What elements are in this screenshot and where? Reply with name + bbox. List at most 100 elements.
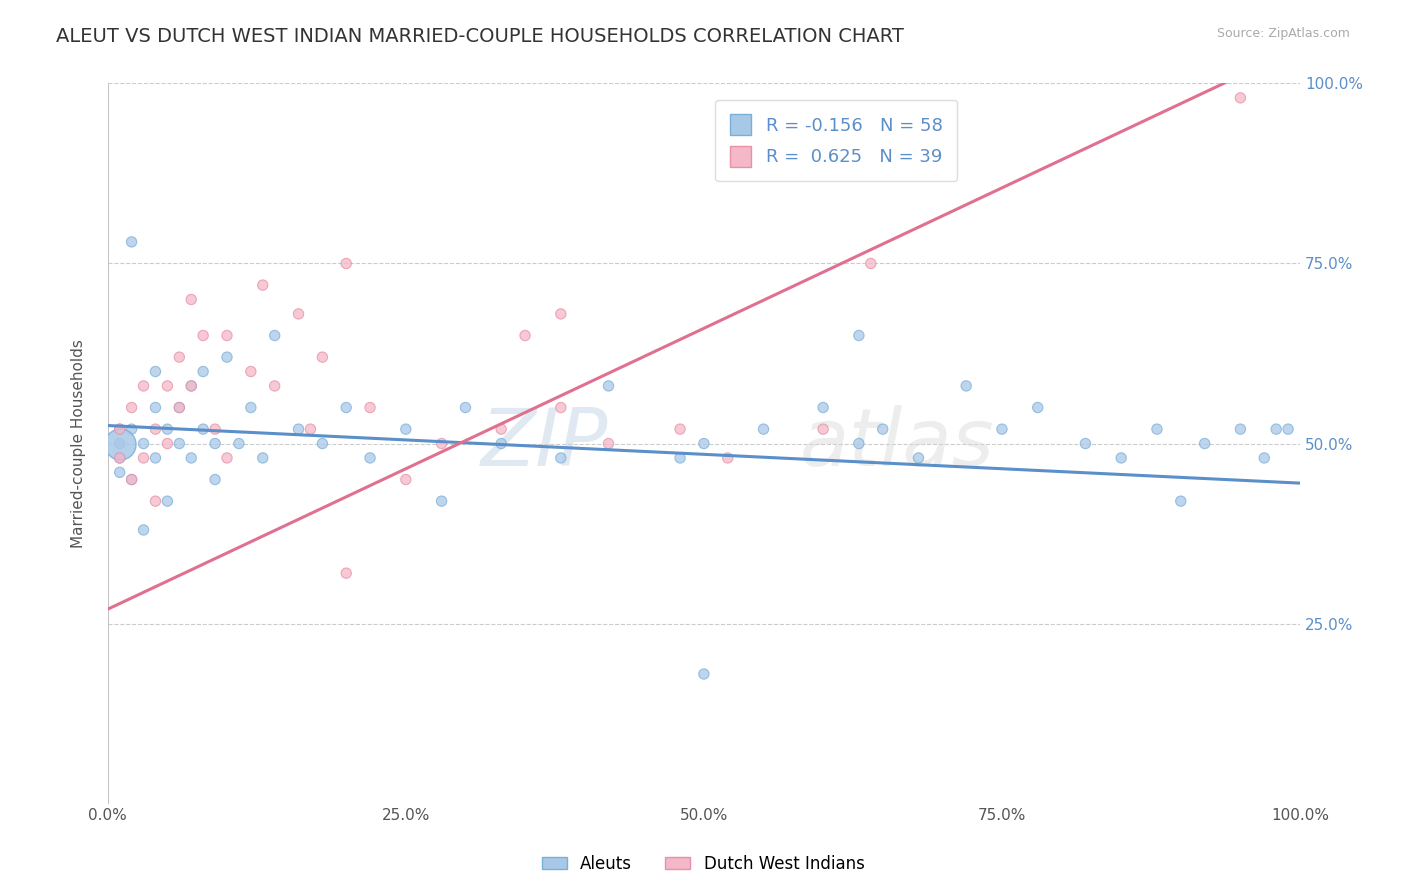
Point xyxy=(108,450,131,465)
Point xyxy=(669,450,692,465)
Point xyxy=(169,350,191,364)
Point xyxy=(669,422,692,436)
Point xyxy=(252,450,274,465)
Point xyxy=(1253,450,1275,465)
Point xyxy=(108,466,131,480)
Point xyxy=(598,436,620,450)
Point xyxy=(169,401,191,415)
Point xyxy=(395,473,418,487)
Point xyxy=(108,436,131,450)
Text: atlas: atlas xyxy=(799,405,994,483)
Point xyxy=(204,473,226,487)
Point xyxy=(108,450,131,465)
Point xyxy=(859,256,882,270)
Point xyxy=(848,436,870,450)
Point xyxy=(693,436,716,450)
Point xyxy=(156,379,179,393)
Point xyxy=(180,450,202,465)
Point xyxy=(991,422,1014,436)
Point xyxy=(550,401,572,415)
Point xyxy=(550,307,572,321)
Point xyxy=(550,450,572,465)
Point xyxy=(513,328,536,343)
Point xyxy=(1229,422,1251,436)
Point xyxy=(311,350,333,364)
Point xyxy=(132,379,155,393)
Point xyxy=(311,436,333,450)
Text: ZIP: ZIP xyxy=(481,405,609,483)
Point xyxy=(1170,494,1192,508)
Legend: Aleuts, Dutch West Indians: Aleuts, Dutch West Indians xyxy=(534,848,872,880)
Point xyxy=(132,450,155,465)
Point xyxy=(1109,450,1132,465)
Point xyxy=(108,422,131,436)
Point xyxy=(335,401,357,415)
Point xyxy=(191,364,214,378)
Point xyxy=(145,494,167,508)
Point xyxy=(239,401,262,415)
Point xyxy=(1194,436,1216,450)
Point xyxy=(215,350,238,364)
Point xyxy=(191,328,214,343)
Point xyxy=(359,450,381,465)
Point xyxy=(204,422,226,436)
Point xyxy=(145,401,167,415)
Point xyxy=(215,328,238,343)
Point xyxy=(430,494,453,508)
Point xyxy=(299,422,322,436)
Point xyxy=(180,379,202,393)
Point xyxy=(811,422,834,436)
Point xyxy=(359,401,381,415)
Point xyxy=(132,436,155,450)
Point xyxy=(145,422,167,436)
Text: ALEUT VS DUTCH WEST INDIAN MARRIED-COUPLE HOUSEHOLDS CORRELATION CHART: ALEUT VS DUTCH WEST INDIAN MARRIED-COUPL… xyxy=(56,27,904,45)
Point xyxy=(811,401,834,415)
Point xyxy=(693,667,716,681)
Point xyxy=(132,523,155,537)
Point xyxy=(215,450,238,465)
Point xyxy=(191,422,214,436)
Point xyxy=(287,422,309,436)
Point xyxy=(252,278,274,293)
Point xyxy=(145,364,167,378)
Text: Source: ZipAtlas.com: Source: ZipAtlas.com xyxy=(1216,27,1350,40)
Point xyxy=(121,473,143,487)
Point xyxy=(121,235,143,249)
Point xyxy=(156,422,179,436)
Point xyxy=(752,422,775,436)
Y-axis label: Married-couple Households: Married-couple Households xyxy=(72,339,86,548)
Point xyxy=(156,494,179,508)
Point xyxy=(121,401,143,415)
Point xyxy=(1265,422,1288,436)
Point xyxy=(239,364,262,378)
Point xyxy=(430,436,453,450)
Point xyxy=(204,436,226,450)
Point xyxy=(169,436,191,450)
Point xyxy=(1277,422,1299,436)
Point xyxy=(489,436,512,450)
Point xyxy=(489,422,512,436)
Point xyxy=(228,436,250,450)
Point xyxy=(1146,422,1168,436)
Point xyxy=(872,422,894,436)
Point xyxy=(108,422,131,436)
Point xyxy=(717,450,740,465)
Point xyxy=(145,450,167,465)
Point xyxy=(121,473,143,487)
Point xyxy=(263,379,285,393)
Point xyxy=(335,566,357,581)
Point xyxy=(169,401,191,415)
Point xyxy=(395,422,418,436)
Point xyxy=(1229,91,1251,105)
Point xyxy=(955,379,977,393)
Point xyxy=(454,401,477,415)
Point xyxy=(180,379,202,393)
Point xyxy=(598,379,620,393)
Point xyxy=(1074,436,1097,450)
Point xyxy=(848,328,870,343)
Point xyxy=(907,450,929,465)
Point xyxy=(156,436,179,450)
Point xyxy=(1026,401,1049,415)
Point xyxy=(180,293,202,307)
Point xyxy=(263,328,285,343)
